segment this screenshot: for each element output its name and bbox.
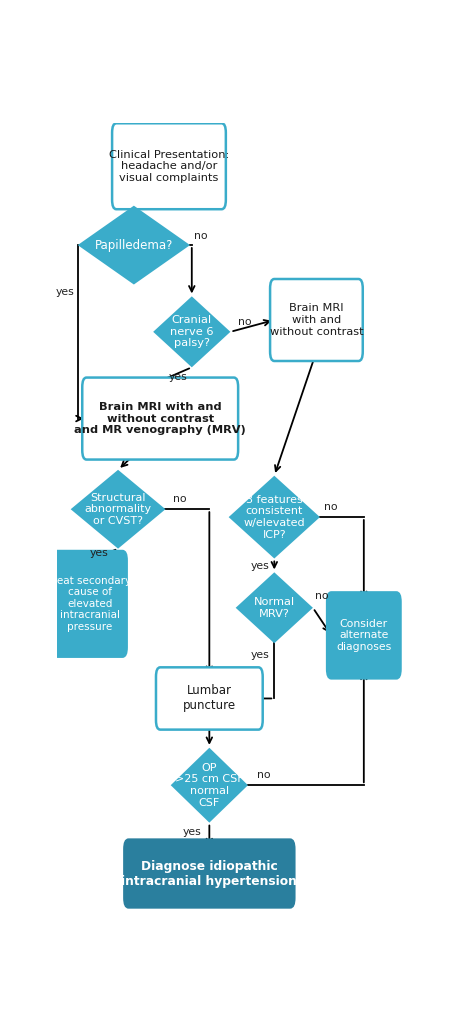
FancyBboxPatch shape	[270, 279, 363, 361]
FancyBboxPatch shape	[125, 840, 294, 907]
Text: no: no	[323, 502, 337, 512]
Text: no: no	[194, 230, 207, 241]
Text: Treat secondary
cause of
elevated
intracranial
pressure: Treat secondary cause of elevated intrac…	[48, 575, 131, 632]
FancyBboxPatch shape	[82, 378, 238, 460]
Text: Brain MRI
with and
without contrast: Brain MRI with and without contrast	[270, 303, 363, 337]
Text: yes: yes	[169, 372, 187, 382]
Text: Structural
abnormality
or CVST?: Structural abnormality or CVST?	[85, 493, 152, 526]
Polygon shape	[153, 296, 231, 368]
Polygon shape	[229, 476, 320, 558]
Text: yes: yes	[251, 650, 270, 660]
Text: Papilledema?: Papilledema?	[95, 239, 173, 252]
Polygon shape	[71, 470, 165, 549]
Text: no: no	[173, 494, 186, 504]
Text: yes: yes	[56, 288, 75, 297]
Polygon shape	[78, 206, 190, 285]
Text: yes: yes	[89, 548, 108, 558]
FancyBboxPatch shape	[156, 668, 263, 730]
Text: no: no	[238, 316, 251, 327]
Text: Clinical Presentation:
headache and/or
visual complaints: Clinical Presentation: headache and/or v…	[109, 150, 229, 183]
FancyBboxPatch shape	[112, 123, 226, 209]
Text: OP
>25 cm CSF
normal
CSF: OP >25 cm CSF normal CSF	[175, 763, 244, 808]
Polygon shape	[236, 572, 313, 643]
FancyBboxPatch shape	[53, 551, 127, 656]
Text: Lumbar
puncture: Lumbar puncture	[183, 684, 236, 713]
Text: yes: yes	[183, 827, 201, 837]
FancyBboxPatch shape	[327, 593, 400, 678]
Text: Normal
MRV?: Normal MRV?	[254, 597, 295, 618]
Text: no: no	[257, 770, 270, 780]
Text: yes: yes	[251, 561, 270, 571]
Text: no: no	[315, 591, 328, 601]
Polygon shape	[171, 748, 248, 822]
Text: Cranial
nerve 6
palsy?: Cranial nerve 6 palsy?	[170, 315, 213, 348]
Text: Consider
alternate
diagnoses: Consider alternate diagnoses	[336, 618, 391, 652]
Text: Brain MRI with and
without contrast
and MR venography (MRV): Brain MRI with and without contrast and …	[74, 402, 246, 435]
Text: 3 features
consistent
w/elevated
ICP?: 3 features consistent w/elevated ICP?	[243, 495, 305, 540]
Text: Diagnose idiopathic
intracranial hypertension: Diagnose idiopathic intracranial hyperte…	[121, 859, 297, 888]
